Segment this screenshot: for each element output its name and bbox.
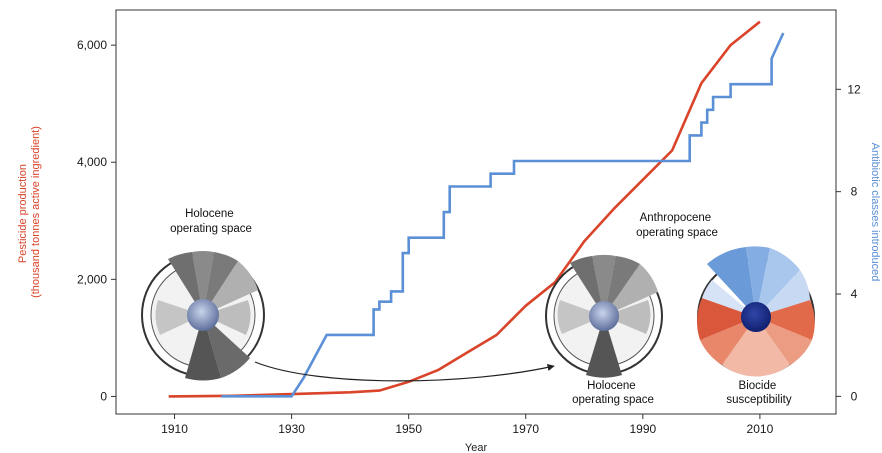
x-tick-label: 2010 bbox=[747, 422, 774, 436]
inset-holocene-left bbox=[141, 251, 265, 381]
y-left-tick-label: 2,000 bbox=[77, 272, 107, 286]
x-tick-label: 1930 bbox=[278, 422, 305, 436]
annotation-holocene-left-line1: Holocene bbox=[185, 208, 234, 220]
y-axis-left: 0 2,000 4,000 6,000 bbox=[77, 38, 116, 403]
y-left-tick-label: 6,000 bbox=[77, 38, 107, 52]
annotation-anthropocene-line2: operating space bbox=[636, 227, 718, 239]
y-axis-right-title: Antibiotic classes introduced bbox=[869, 143, 881, 282]
annotation-holocene-left: Holocene operating space bbox=[170, 208, 252, 235]
x-axis-title: Year bbox=[465, 442, 488, 453]
y-axis-left-title-line2: (thousand tonnes active ingredient) bbox=[30, 126, 42, 298]
annotation-biocide-line1: Biocide bbox=[739, 380, 777, 392]
y-right-tick-label: 12 bbox=[847, 82, 861, 96]
x-tick-label: 1910 bbox=[161, 422, 188, 436]
y-left-tick-label: 4,000 bbox=[77, 155, 107, 169]
annotation-holocene-middle: Holocene operating space bbox=[572, 380, 654, 406]
annotation-holocene-middle-line2: operating space bbox=[572, 394, 654, 406]
series-line-antibiotic-classes bbox=[221, 32, 785, 398]
x-tick-label: 1970 bbox=[512, 422, 539, 436]
y-right-tick-label: 8 bbox=[851, 185, 858, 199]
annotation-holocene-left-line2: operating space bbox=[170, 223, 252, 235]
series-line-pesticide-production bbox=[168, 20, 761, 398]
y-right-tick-label: 0 bbox=[851, 389, 858, 403]
y-axis-right: 0 4 8 12 bbox=[836, 82, 861, 403]
inset-anthropocene bbox=[696, 246, 815, 377]
annotation-holocene-middle-line1: Holocene bbox=[587, 380, 636, 392]
annotation-biocide-line2: susceptibility bbox=[726, 394, 791, 406]
annotation-biocide: Biocide susceptibility bbox=[726, 380, 791, 406]
x-axis: 1910 1930 1950 1970 1990 2010 bbox=[161, 414, 774, 436]
x-tick-label: 1990 bbox=[629, 422, 656, 436]
transition-arrow bbox=[254, 361, 555, 382]
y-right-tick-label: 4 bbox=[851, 287, 858, 301]
y-axis-left-title: Pesticide production (thousand tonnes ac… bbox=[17, 126, 42, 298]
y-left-tick-label: 0 bbox=[100, 389, 107, 403]
plot-frame bbox=[115, 9, 837, 415]
annotation-anthropocene-line1: Anthropocene bbox=[640, 212, 712, 224]
y-axis-left-title-line1: Pesticide production bbox=[17, 164, 29, 263]
x-tick-label: 1950 bbox=[395, 422, 422, 436]
inset-holocene-middle bbox=[545, 254, 663, 378]
annotation-anthropocene: Anthropocene operating space bbox=[636, 212, 718, 239]
